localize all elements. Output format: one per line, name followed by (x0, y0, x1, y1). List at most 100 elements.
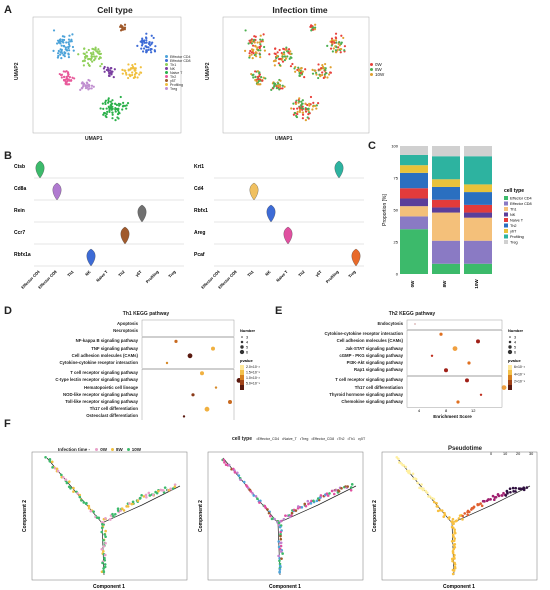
kegg-number-label: 6 (514, 351, 516, 355)
kegg-xtick: 4 (418, 408, 421, 413)
umap-point (342, 36, 345, 40)
umap-point (140, 47, 143, 50)
gene-label: Cd4 (194, 186, 204, 192)
kegg-term: cGMP - PKG signaling pathway (339, 352, 403, 358)
traj-point (397, 457, 400, 461)
traj-point (436, 505, 439, 508)
umap-point (254, 75, 257, 79)
umap-point (257, 78, 260, 81)
kegg-dot (439, 332, 443, 336)
traj-point (112, 515, 115, 518)
kegg-p-gradient (240, 365, 244, 370)
umap-point (255, 80, 259, 83)
umap-point (290, 107, 293, 110)
umap-point (317, 68, 320, 71)
trajectory-plots: Component 1 Component 2 Component 1 Compone… (22, 451, 538, 590)
traj-point (103, 558, 107, 562)
panel-label-a: A (4, 4, 12, 16)
traj-point (270, 517, 274, 521)
umap-point (122, 101, 125, 104)
traj-point (163, 486, 167, 489)
umap-point (63, 55, 66, 58)
traj-point (266, 508, 269, 511)
traj-point (408, 471, 411, 475)
umap-point (250, 51, 254, 54)
c-legend-swatch (504, 196, 508, 200)
traj-point (102, 567, 105, 570)
traj-point (69, 486, 72, 490)
umap-point (81, 60, 85, 63)
umap-point (64, 80, 67, 83)
umap-point (284, 48, 287, 51)
umap-point (86, 82, 89, 85)
f-celltype-legend-item: •Th2 (337, 437, 345, 441)
umap-point (84, 87, 88, 90)
traj-point (453, 553, 456, 557)
traj-point (452, 543, 456, 547)
umap-point (250, 38, 254, 41)
umap-point (314, 26, 317, 29)
c-legend-label: Th2 (510, 224, 517, 228)
umap-point (321, 65, 325, 69)
f-time-legend-item: 10W (123, 447, 141, 452)
umap-point (111, 111, 114, 114)
umap-point (324, 68, 327, 72)
kegg-term: Necroptosis (113, 328, 138, 334)
umap-point (296, 110, 299, 113)
umap-point (114, 102, 117, 105)
traj-point (453, 566, 457, 570)
c-bar-segment (400, 216, 428, 230)
umap-point (145, 46, 148, 49)
traj-point (256, 497, 259, 501)
umap-point (67, 53, 70, 56)
umap-point (92, 51, 95, 54)
kegg-facet (406, 319, 503, 330)
traj-point (116, 509, 120, 512)
cluster-label: Treg (167, 269, 177, 279)
umap-point (248, 52, 251, 55)
umap-point (56, 39, 60, 42)
umap-point (329, 66, 332, 69)
umap-point (102, 67, 106, 70)
traj-point (282, 518, 286, 521)
traj-point (277, 521, 281, 525)
umap-point (115, 103, 119, 107)
f-time-legend-item: 8W (107, 447, 123, 452)
umap-point (131, 65, 135, 69)
umap-point (312, 101, 315, 104)
kegg-dot (191, 393, 195, 397)
kegg-p-gradient (240, 380, 244, 385)
umap-point (145, 39, 148, 42)
traj-point (489, 498, 492, 501)
umap-point (90, 87, 93, 90)
umap-point (77, 53, 80, 56)
umap-point (103, 70, 106, 73)
umap-point (132, 76, 135, 80)
kegg-p-gradient (240, 385, 244, 390)
kegg-number-label: 4 (246, 341, 248, 345)
umap-point (84, 54, 88, 57)
umap-point (249, 49, 252, 53)
umap-point (321, 73, 324, 77)
umap-point (292, 107, 295, 110)
kegg-facet (406, 376, 503, 408)
umap-point (135, 72, 138, 75)
traj-point (306, 499, 310, 503)
umap-point (323, 73, 327, 76)
kegg-term: Cytokine-cytokine receptor interaction (59, 360, 138, 365)
umap-point (82, 64, 85, 67)
traj-point (418, 486, 421, 490)
umap-point (336, 48, 340, 52)
kegg-dot (165, 361, 169, 365)
umap-point (248, 39, 251, 42)
umap-point (123, 23, 127, 26)
kegg-xtick: 8 (445, 408, 448, 413)
umap-point (273, 64, 276, 67)
traj-point (102, 549, 105, 553)
traj-point (236, 471, 239, 475)
umap-point (93, 55, 96, 58)
traj-ylabel: Component 2 (372, 500, 378, 532)
umap-point (91, 60, 94, 63)
umap-point (254, 51, 257, 54)
